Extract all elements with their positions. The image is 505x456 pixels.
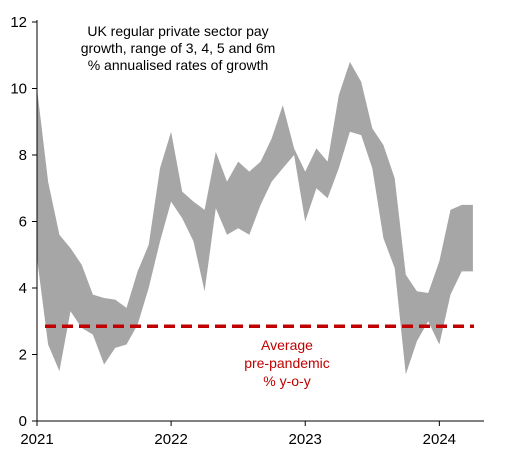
y-tick-label: 12 [10,14,27,31]
reference-label-line-1: Average [261,337,313,353]
y-tick-label: 6 [19,214,27,231]
reference-label-line-3: % y-o-y [263,373,310,389]
y-tick-label: 0 [19,413,27,430]
y-tick-label: 10 [10,81,27,98]
x-tick-label: 2022 [154,431,187,448]
y-tick-label: 4 [19,280,27,297]
pay-growth-range-band [37,61,473,375]
x-tick-label: 2023 [289,431,322,448]
y-axis-ticks: 0 2 4 6 8 10 12 [10,14,37,430]
x-tick-label: 2021 [20,431,53,448]
chart-title-line-1: UK regular private sector pay [87,23,268,39]
y-tick-label: 8 [19,147,27,164]
x-axis-ticks: 2021 2022 2023 2024 [20,421,456,448]
chart-title-line-2: growth, range of 3, 4, 5 and 6m [81,40,276,56]
x-tick-label: 2024 [423,431,456,448]
y-tick-label: 2 [19,347,27,364]
reference-label-line-2: pre-pandemic [244,355,330,371]
chart-title-line-3: % annualised rates of growth [88,57,269,73]
